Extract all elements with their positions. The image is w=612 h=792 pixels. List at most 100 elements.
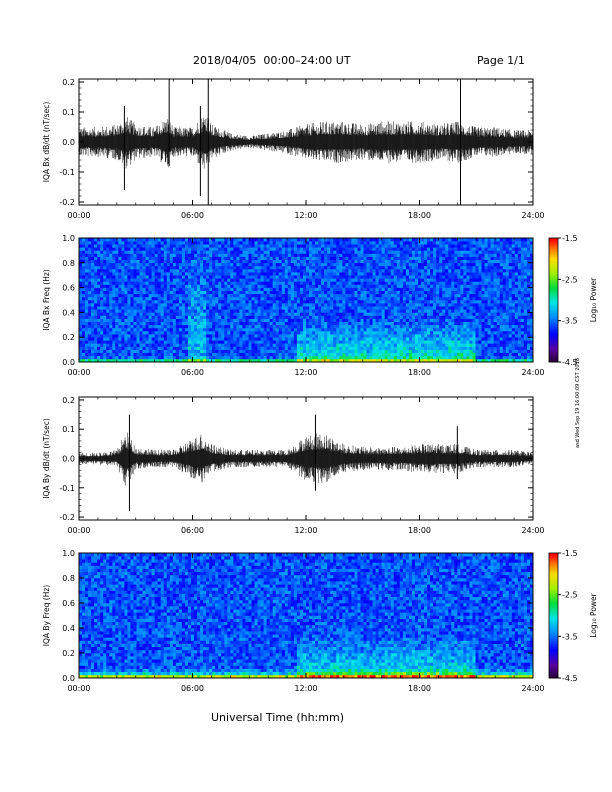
spectrogram-cell [290,293,295,298]
spectrogram-cell [351,300,355,304]
spectrogram-cell [233,256,237,260]
spectrogram-cell [396,315,401,319]
spectrogram-cell [115,241,119,245]
spectrogram-cell [272,272,277,276]
spectrogram-cell [194,272,198,276]
spectrogram-cell [200,272,204,276]
spectrogram-cell [106,293,110,298]
spectrogram-cell [439,331,443,335]
spectrogram-cell [336,265,340,270]
spectrogram-cell [263,355,267,360]
spectrogram-cell [85,349,89,353]
spectrogram-cell [306,278,310,282]
spectrogram-cell [414,287,419,291]
spectrogram-cell [399,324,404,329]
spectrogram-cell [200,262,204,267]
spectrogram-cell [160,256,165,260]
spectrogram-cell [381,253,385,257]
spectrogram-cell [408,337,413,341]
spectrogram-cell [336,340,340,344]
spectrogram-cell [109,253,113,257]
spectrogram-cell [127,281,131,285]
spectrogram-cell [109,278,113,282]
spectrogram-cell [209,290,213,295]
spectrogram-cell [330,343,334,347]
spectrogram-cell [157,315,162,319]
spectrogram-cell [272,303,277,307]
spectrogram-cell [396,293,401,298]
spectrogram-cell [85,340,89,344]
spectrogram-cell [130,275,134,279]
spectrogram-cell [88,358,92,363]
spectrogram-cell [269,287,274,291]
spectrogram-cell [318,346,322,350]
spectrogram-cell [206,287,210,291]
spectrogram-cell [427,290,431,295]
spectrogram-cell [321,340,325,344]
spectrogram-cell [336,244,340,248]
spectrogram-cell [115,337,119,341]
spectrogram-cell [166,244,171,248]
spectrogram-cell [345,256,349,260]
spectrogram-cell [293,278,298,282]
spectrogram-cell [239,247,243,251]
spectrogram-cell [266,331,270,335]
spectrogram-cell [402,284,407,288]
spectrogram-cell [284,278,289,282]
spectrogram-cell [142,250,146,254]
spectrogram-cell [360,253,364,257]
spectrogram-cell [424,315,428,319]
spectrogram-cell [266,346,270,350]
spectrogram-cell [363,355,367,360]
spectrogram-cell [139,312,143,316]
spectrogram-cell [194,331,198,335]
spectrogram-cell [411,278,416,282]
spectrogram-cell [366,315,370,319]
spectrogram-cell [154,293,158,298]
spectrogram-cell [399,278,404,282]
spectrogram-cell [345,262,349,267]
spectrogram-cell [312,315,316,319]
spectrogram-cell [336,306,340,310]
spectrogram-cell [360,346,364,350]
spectrogram-cell [354,340,358,344]
spectrogram-cell [321,287,325,291]
spectrogram-cell [151,340,155,344]
spectrogram-cell [421,312,425,316]
spectrogram-cell [296,300,301,304]
spectrogram-cell [239,340,243,344]
spectrogram-cell [145,262,149,267]
spectrogram-cell [169,275,174,279]
spectrogram-cell [433,275,437,279]
spectrogram-cell [215,275,219,279]
spectrogram-cell [209,269,213,273]
spectrogram-cell [197,321,201,326]
spectrogram-cell [396,278,401,282]
spectrogram-cell [212,346,216,350]
spectrogram-cell [88,346,92,350]
spectrogram-cell [372,355,376,360]
spectrogram-cell [445,303,449,307]
spectrogram-cell [411,358,416,363]
spectrogram-cell [266,327,270,332]
spectrogram-cell [236,281,240,285]
spectrogram-cell [433,340,437,344]
spectrogram-cell [296,269,301,273]
spectrogram-cell [227,306,231,310]
spectrogram-cell [194,247,198,251]
spectrogram-cell [178,327,183,332]
spectrogram-cell [236,256,240,260]
spectrogram-cell [169,327,174,332]
spectrogram-cell [79,321,83,326]
spectrogram-cell [360,284,364,288]
spectrogram-cell [224,281,228,285]
spectrogram-cell [184,269,189,273]
spectrogram-cell [148,281,152,285]
spectrogram-cell [321,296,325,301]
spectrogram-cell [79,337,83,341]
spectrogram-cell [85,309,89,313]
spectrogram-cell [187,272,192,276]
spectrogram-cell [436,352,440,357]
spectrogram-cell [166,324,171,329]
spectrogram-cell [387,327,392,332]
